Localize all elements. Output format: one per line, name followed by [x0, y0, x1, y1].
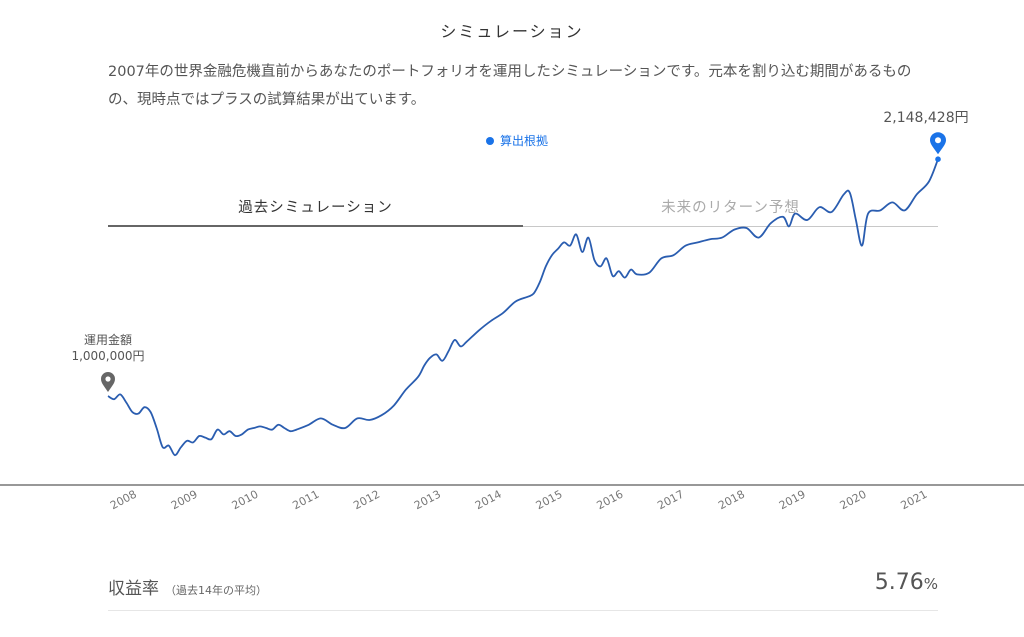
- dot-icon: [486, 136, 494, 145]
- calculation-basis-link[interactable]: 算出根拠: [486, 132, 548, 149]
- x-axis-ticks: 2008 2009 2010 2011 2012 2013 2014 2015 2016 2017…: [108, 488, 929, 513]
- return-rate-value: 5.76%: [875, 570, 938, 595]
- location-pin-icon: [101, 372, 115, 392]
- return-rate-unit: %: [923, 575, 938, 593]
- page-title: シミュレーション: [440, 22, 584, 41]
- x-tick-label: 2017: [655, 488, 686, 513]
- start-marker: [101, 372, 115, 392]
- x-tick-label: 2009: [169, 488, 200, 513]
- tab-past-simulation[interactable]: 過去シミュレーション: [108, 196, 523, 227]
- x-tick-label: 2020: [838, 488, 869, 513]
- simulation-line-chart: 2008 2009 2010 2011 2012 2013 2014 2015 2016 2017…: [0, 110, 1024, 513]
- x-tick-label: 2008: [108, 488, 139, 513]
- x-tick-label: 2015: [534, 488, 565, 513]
- start-amount-value: 1,000,000円: [71, 349, 144, 363]
- return-rate-title: 収益率: [108, 579, 159, 599]
- end-amount-value: 2,148,428円: [883, 110, 968, 126]
- summary-divider: [108, 610, 938, 611]
- x-tick-label: 2014: [473, 488, 504, 513]
- x-tick-label: 2018: [716, 488, 747, 513]
- start-amount-label: 運用金額: [84, 332, 132, 347]
- x-tick-label: 2010: [230, 488, 261, 513]
- x-tick-label: 2016: [595, 488, 626, 513]
- return-rate-note: （過去14年の平均）: [165, 584, 267, 597]
- return-rate-label: 収益率 （過去14年の平均）: [108, 574, 267, 599]
- series-line: [107, 158, 939, 457]
- tab-future-forecast[interactable]: 未来のリターン予想: [523, 196, 938, 227]
- x-tick-label: 2013: [412, 488, 443, 513]
- x-tick-label: 2021: [899, 488, 930, 513]
- end-marker: [930, 132, 946, 155]
- end-point: [935, 156, 941, 162]
- calculation-basis-label: 算出根拠: [500, 134, 549, 148]
- x-tick-label: 2011: [290, 488, 321, 513]
- simulation-description: 2007年の世界金融危機直前からあなたのポートフォリオを運用したシミュレーション…: [108, 64, 912, 108]
- x-tick-label: 2012: [351, 488, 382, 513]
- return-rate-number: 5.76: [874, 570, 924, 595]
- x-tick-label: 2019: [777, 488, 808, 513]
